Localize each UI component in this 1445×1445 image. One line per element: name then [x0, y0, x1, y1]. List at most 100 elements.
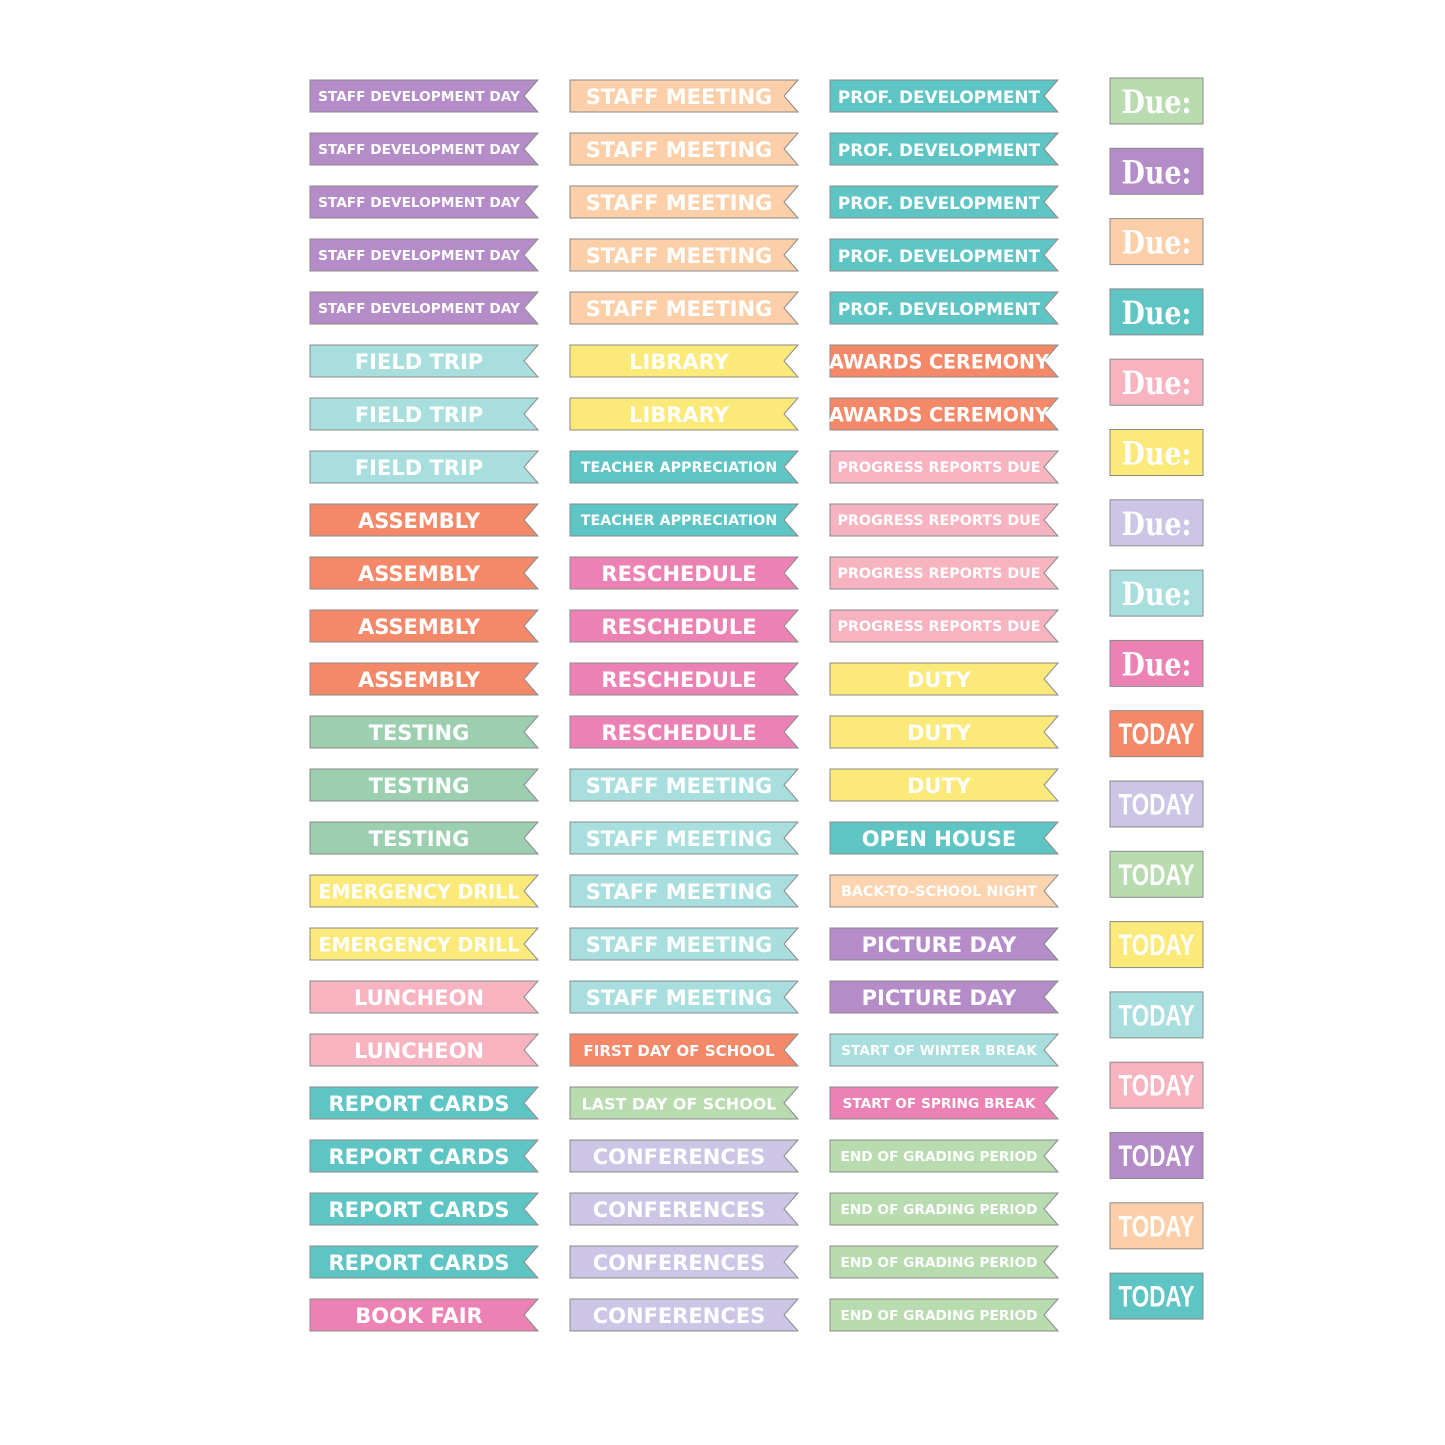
sticker-label: FIELD TRIP	[355, 350, 483, 374]
banner-sticker	[569, 185, 800, 219]
sticker-label: STAFF DEVELOPMENT DAY	[318, 195, 521, 211]
banner-sticker	[829, 874, 1060, 908]
sticker-label: PROF. DEVELOPMENT	[838, 140, 1041, 160]
banner-sticker	[829, 662, 1060, 696]
sticker-label: LIBRARY	[629, 350, 730, 374]
banner-sticker	[309, 821, 540, 855]
banner-sticker	[309, 291, 540, 325]
banner-sticker	[829, 556, 1060, 590]
sticker-label: CONFERENCES	[593, 1251, 766, 1275]
banner-sticker	[309, 344, 540, 378]
sticker-label: STAFF MEETING	[586, 138, 773, 162]
sticker-label: DUTY	[907, 668, 972, 692]
tag-label: TODAY	[1119, 929, 1195, 962]
banner-sticker	[569, 397, 800, 431]
sticker-label: AWARDS CEREMONY	[829, 404, 1050, 427]
tag-label: TODAY	[1119, 718, 1195, 751]
banner-sticker	[829, 397, 1060, 431]
banner-sticker	[829, 1192, 1060, 1226]
sticker-label: BACK-TO-SCHOOL NIGHT	[841, 884, 1037, 900]
sticker-label: PICTURE DAY	[862, 986, 1017, 1010]
banner-sticker	[829, 291, 1060, 325]
banner-sticker	[309, 874, 540, 908]
sticker-label: STAFF MEETING	[586, 774, 773, 798]
tag-sticker	[1109, 77, 1204, 125]
tag-sticker	[1109, 288, 1204, 336]
banner-sticker	[829, 450, 1060, 484]
sticker-label: RESCHEDULE	[601, 721, 756, 745]
sticker-label: FIELD TRIP	[355, 403, 483, 427]
tag-sticker	[1109, 1132, 1204, 1179]
banner-sticker	[309, 185, 540, 219]
banner-sticker	[569, 344, 800, 378]
tag-sticker	[1109, 921, 1204, 969]
banner-sticker	[569, 1245, 800, 1279]
sticker-label: EMERGENCY DRILL	[319, 934, 520, 957]
tag-sticker	[1109, 569, 1204, 617]
banner-sticker	[829, 503, 1060, 537]
banner-sticker	[309, 768, 540, 802]
sticker-label: PROF. DEVELOPMENT	[838, 299, 1041, 319]
banner-sticker	[309, 609, 540, 643]
sticker-label: RESCHEDULE	[601, 562, 756, 586]
tag-sticker	[1109, 358, 1204, 406]
tag-sticker	[1109, 991, 1204, 1039]
tag-label: TODAY	[1119, 999, 1195, 1032]
sticker-label: LAST DAY OF SCHOOL	[582, 1095, 777, 1114]
sticker-label: REPORT CARDS	[328, 1251, 509, 1275]
banner-sticker	[309, 238, 540, 272]
banner-sticker	[569, 450, 800, 484]
banner-sticker	[569, 1298, 800, 1332]
banner-sticker	[569, 79, 800, 113]
sticker-label: PICTURE DAY	[862, 933, 1017, 957]
banner-sticker	[569, 1139, 800, 1173]
banner-sticker	[829, 185, 1060, 219]
tag-label: Due:	[1122, 575, 1192, 613]
banner-sticker	[309, 1086, 540, 1120]
sticker-label: STAFF DEVELOPMENT DAY	[318, 89, 521, 105]
tag-sticker	[1109, 499, 1204, 547]
tag-label: Due:	[1122, 505, 1192, 543]
sticker-label: END OF GRADING PERIOD	[841, 1149, 1038, 1165]
banner-sticker	[309, 1245, 540, 1279]
sticker-label: STAFF MEETING	[586, 827, 773, 851]
sticker-label: EMERGENCY DRILL	[319, 881, 520, 904]
banner-sticker	[309, 715, 540, 749]
sticker-label: ASSEMBLY	[358, 509, 481, 533]
sticker-label: PROF. DEVELOPMENT	[838, 87, 1041, 107]
tag-label: Due:	[1122, 224, 1192, 262]
banner-sticker	[309, 450, 540, 484]
banner-sticker	[829, 1298, 1060, 1332]
sticker-label: LUNCHEON	[354, 986, 484, 1010]
tag-label: Due:	[1122, 364, 1192, 402]
banner-sticker	[569, 768, 800, 802]
banner-sticker	[309, 1298, 540, 1332]
banner-sticker	[829, 980, 1060, 1014]
banner-sticker	[569, 821, 800, 855]
tag-label: Due:	[1122, 294, 1192, 332]
sticker-label: RESCHEDULE	[601, 615, 756, 639]
sticker-label: END OF GRADING PERIOD	[841, 1308, 1038, 1324]
tag-label: Due:	[1122, 83, 1192, 121]
sticker-label: START OF SPRING BREAK	[842, 1096, 1036, 1112]
sticker-label: STAFF MEETING	[586, 191, 773, 215]
banner-sticker	[569, 609, 800, 643]
banner-sticker	[569, 662, 800, 696]
banner-sticker	[829, 609, 1060, 643]
banner-sticker	[829, 1086, 1060, 1120]
sticker-label: ASSEMBLY	[358, 668, 481, 692]
sticker-label: ASSEMBLY	[358, 615, 481, 639]
sticker-label: PROGRESS REPORTS DUE	[837, 513, 1040, 529]
banner-sticker	[569, 291, 800, 325]
banner-sticker	[829, 927, 1060, 961]
sticker-label: FIRST DAY OF SCHOOL	[583, 1042, 775, 1060]
banner-sticker	[829, 344, 1060, 378]
banner-sticker	[309, 1192, 540, 1226]
sticker-label: RESCHEDULE	[601, 668, 756, 692]
banner-sticker	[569, 715, 800, 749]
sticker-label: REPORT CARDS	[328, 1092, 509, 1116]
sticker-label: STAFF MEETING	[586, 986, 773, 1010]
sticker-label: AWARDS CEREMONY	[829, 351, 1050, 374]
tag-sticker	[1109, 218, 1204, 266]
